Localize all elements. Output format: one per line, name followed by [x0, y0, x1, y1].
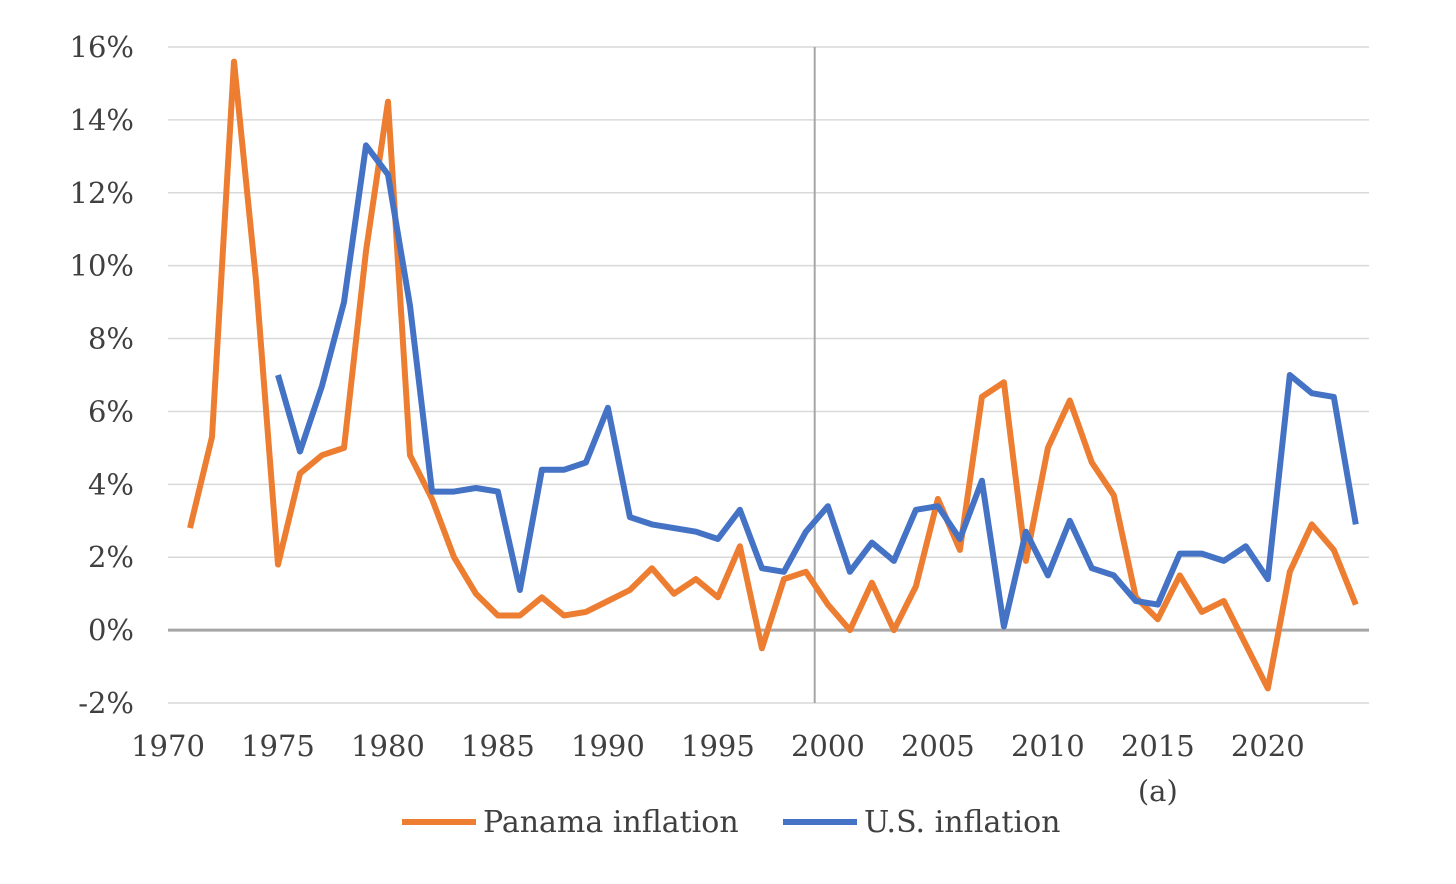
x-tick-label: 1975	[241, 729, 315, 763]
series-line-us	[275, 142, 1359, 630]
y-tick-label: 2%	[88, 540, 134, 574]
x-tick-label: 2000	[791, 729, 865, 763]
x-tick-label: 2005	[901, 729, 975, 763]
series-line-panama	[187, 58, 1359, 692]
x-tick-label: 1980	[351, 729, 425, 763]
y-tick-label: 16%	[70, 30, 134, 64]
legend-item: U.S. inflation	[783, 805, 1060, 840]
legend-label: U.S. inflation	[864, 805, 1060, 840]
y-axis-tick-labels: -2% 0% 2% 4% 6% 8% 10% 12% 14% 16%	[70, 30, 134, 720]
y-tick-label: -2%	[78, 686, 134, 720]
x-tick-label: 1990	[571, 729, 645, 763]
legend-item: Panama inflation	[402, 805, 739, 840]
legend-label: Panama inflation	[483, 805, 739, 840]
x-tick-label: 2020	[1231, 729, 1305, 763]
y-tick-label: 12%	[70, 176, 134, 210]
x-tick-label: 2010	[1011, 729, 1085, 763]
y-tick-label: 8%	[88, 322, 134, 356]
legend: Panama inflation U.S. inflation	[402, 805, 1060, 840]
panel-annotation: (a)	[1138, 774, 1178, 808]
series-lines	[187, 58, 1359, 692]
x-tick-label: 1985	[461, 729, 535, 763]
x-tick-label: 2015	[1121, 729, 1195, 763]
gridlines	[168, 46, 1369, 704]
y-tick-label: 4%	[88, 467, 134, 501]
annotation-group: (a)	[1138, 774, 1178, 808]
y-tick-label: 0%	[88, 613, 134, 647]
x-axis-tick-labels: 1970 1975 1980 1985 1990 1995 2000 2005 2010 2015…	[131, 729, 1305, 763]
x-tick-label: 1995	[681, 729, 755, 763]
y-tick-label: 10%	[70, 249, 134, 283]
x-tick-label: 1970	[131, 729, 205, 763]
y-tick-label: 6%	[88, 394, 134, 428]
y-tick-label: 14%	[70, 103, 134, 137]
